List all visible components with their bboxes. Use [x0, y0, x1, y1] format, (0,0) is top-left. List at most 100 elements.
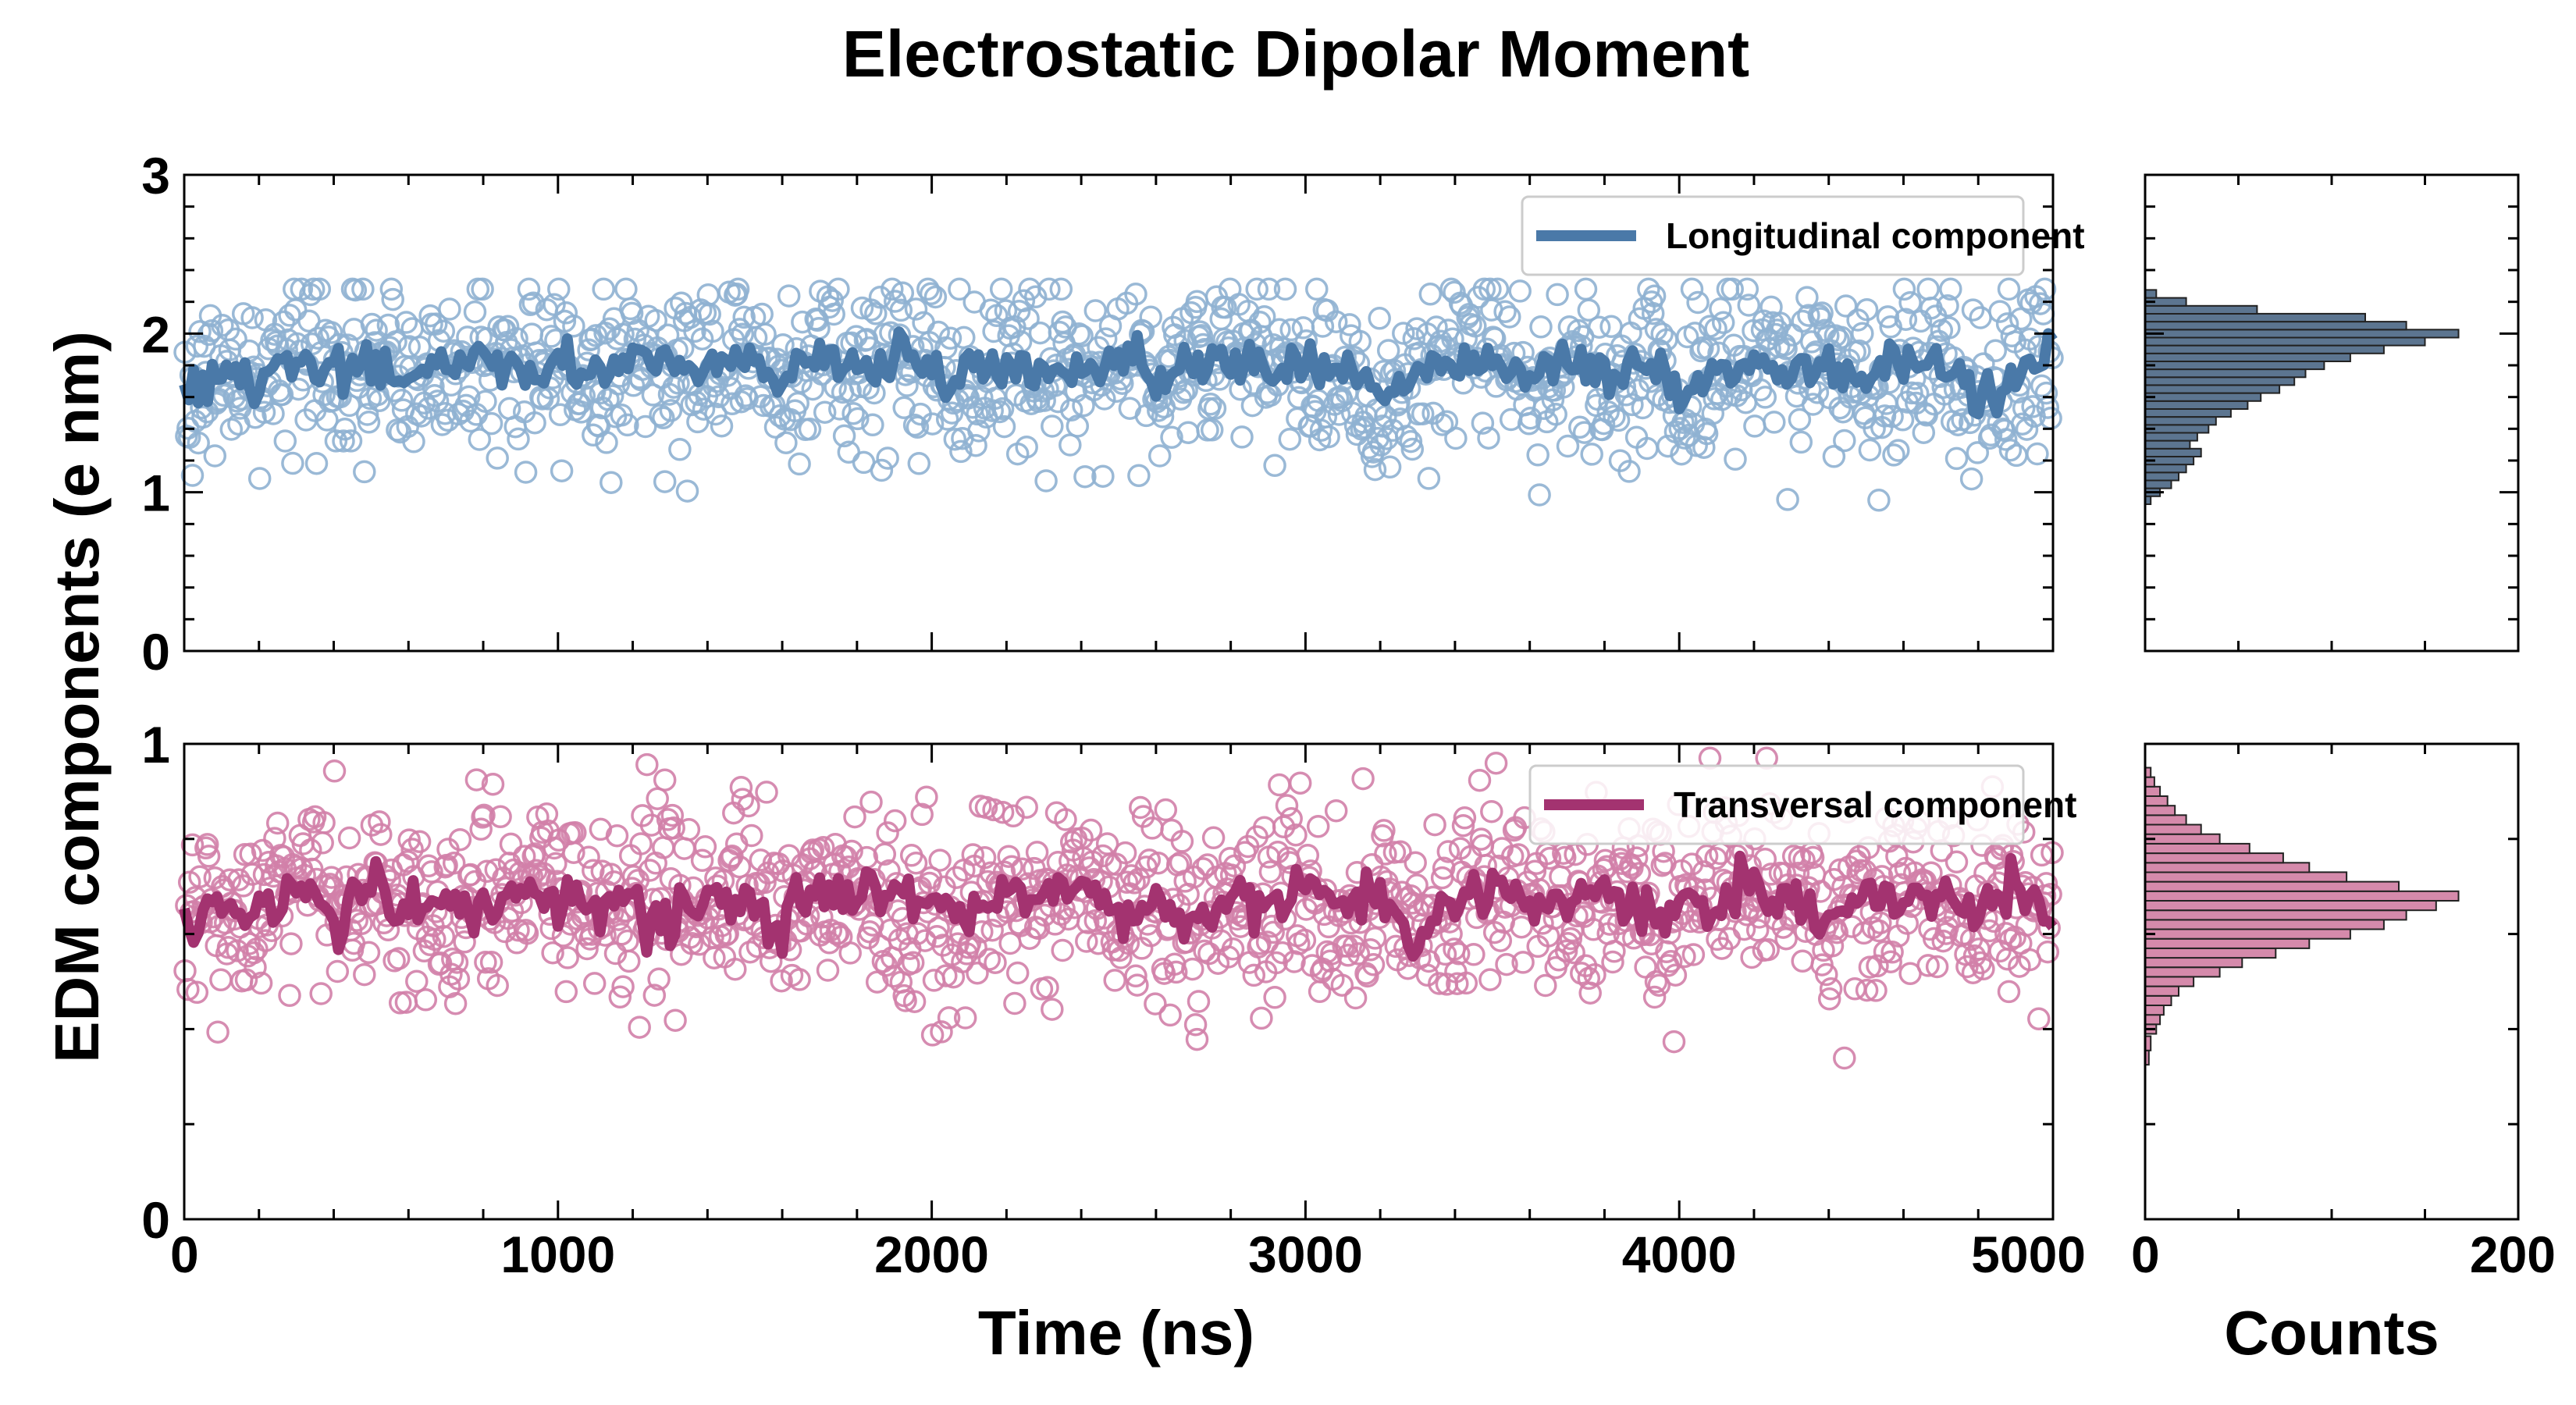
histogram-bar [2144, 447, 2202, 457]
scatter-point [841, 401, 865, 425]
scatter-point [1939, 277, 1962, 301]
histogram-bar [2144, 937, 2311, 949]
scatter-point [1016, 307, 1040, 330]
scatter-point [1498, 305, 1521, 329]
scatter-point [339, 429, 363, 453]
scatter-point [1404, 851, 1427, 874]
scatter-point [1041, 998, 1064, 1021]
scatter-point [227, 868, 251, 891]
scatter-point [1998, 928, 2023, 951]
scatter-point [1806, 381, 1830, 404]
scatter-point [1351, 767, 1375, 791]
scatter-point [308, 277, 332, 301]
scatter-point [1160, 425, 1183, 450]
scatter-point [240, 306, 264, 329]
histogram-bar [2144, 360, 2325, 371]
scatter-point [940, 401, 964, 425]
scatter-point [2021, 395, 2044, 418]
scatter-point [2030, 374, 2054, 398]
scatter-point [1242, 963, 1266, 987]
scatter-point [1025, 841, 1049, 864]
scatter-point [1880, 404, 1904, 429]
scatter-point [1791, 949, 1814, 973]
scatter-point [319, 321, 343, 344]
scatter-point [1451, 813, 1475, 838]
scatter-point [541, 941, 564, 965]
histogram-bar [2144, 862, 2311, 873]
scatter-point [332, 429, 355, 453]
scatter-point [1015, 795, 1038, 819]
scatter-point [2005, 443, 2028, 468]
scatter-point [1338, 313, 1361, 336]
bottom-scatter-panel: Transversal component [173, 742, 2076, 1221]
scatter-point [350, 912, 373, 936]
scatter-point [1858, 955, 1882, 979]
bottom-running-average [179, 850, 2058, 962]
scatter-point [2003, 925, 2026, 949]
tick-label: 5000 [1971, 1225, 2086, 1283]
scatter-point [353, 962, 376, 987]
scatter-point [1819, 977, 1843, 1001]
scatter-point [1994, 428, 2018, 451]
scatter-point [1822, 445, 1846, 468]
scatter-point [706, 385, 731, 409]
scatter-point [982, 319, 1005, 343]
scatter-point [464, 768, 489, 791]
scatter-point [635, 752, 659, 777]
scatter-point [1400, 437, 1425, 461]
scatter-point [343, 278, 368, 302]
scatter-point [1471, 411, 1495, 435]
scatter-point [402, 430, 425, 454]
scatter-point [355, 403, 379, 426]
scatter-point [569, 400, 593, 424]
scatter-point [453, 930, 476, 954]
scatter-point [1411, 402, 1435, 425]
scatter-point [1788, 845, 1812, 870]
scatter-point [894, 989, 917, 1012]
scatter-point [813, 400, 837, 424]
scatter-point [1181, 957, 1204, 981]
scatter-point [732, 305, 756, 329]
scatter-point [536, 387, 560, 411]
scatter-point [664, 1008, 687, 1032]
scatter-point [209, 968, 233, 992]
scatter-point [1291, 316, 1315, 340]
scatter-point [1855, 978, 1879, 1002]
scatter-point [1083, 299, 1108, 322]
scatter-point [322, 759, 347, 783]
scatter-point [309, 982, 333, 1005]
scatter-point [409, 404, 433, 428]
scatter-point [949, 439, 973, 464]
scatter-point [864, 302, 888, 325]
scatter-point [469, 817, 493, 841]
scatter-point [1833, 1046, 1856, 1070]
scatter-point [1895, 912, 1920, 935]
histogram-bar [2144, 289, 2158, 299]
scatter-point [1650, 322, 1674, 346]
scatter-point [1183, 1012, 1208, 1037]
scatter-point [474, 389, 497, 413]
scatter-point [379, 277, 404, 301]
scatter-point [1617, 460, 1641, 483]
histogram-bar [2144, 795, 2169, 807]
scatter-point [1094, 327, 1118, 350]
scatter-point [180, 833, 205, 857]
scatter-point [1582, 918, 1605, 941]
scatter-point [861, 413, 884, 437]
scatter-point [270, 382, 294, 407]
scatter-point [554, 301, 578, 325]
scatter-point [1599, 315, 1623, 339]
scatter-point [486, 973, 509, 998]
scatter-point [737, 794, 760, 818]
scatter-point [595, 431, 618, 454]
scatter-point [1005, 961, 1030, 985]
scatter-point [1000, 855, 1023, 878]
scatter-point [481, 772, 505, 796]
scatter-point [337, 826, 361, 850]
scatter-point [647, 967, 671, 991]
scatter-point [1556, 434, 1580, 458]
scatter-point [423, 927, 447, 951]
scatter-point [1147, 444, 1172, 468]
scatter-point [740, 823, 763, 848]
top-scatter-points [173, 277, 2064, 512]
